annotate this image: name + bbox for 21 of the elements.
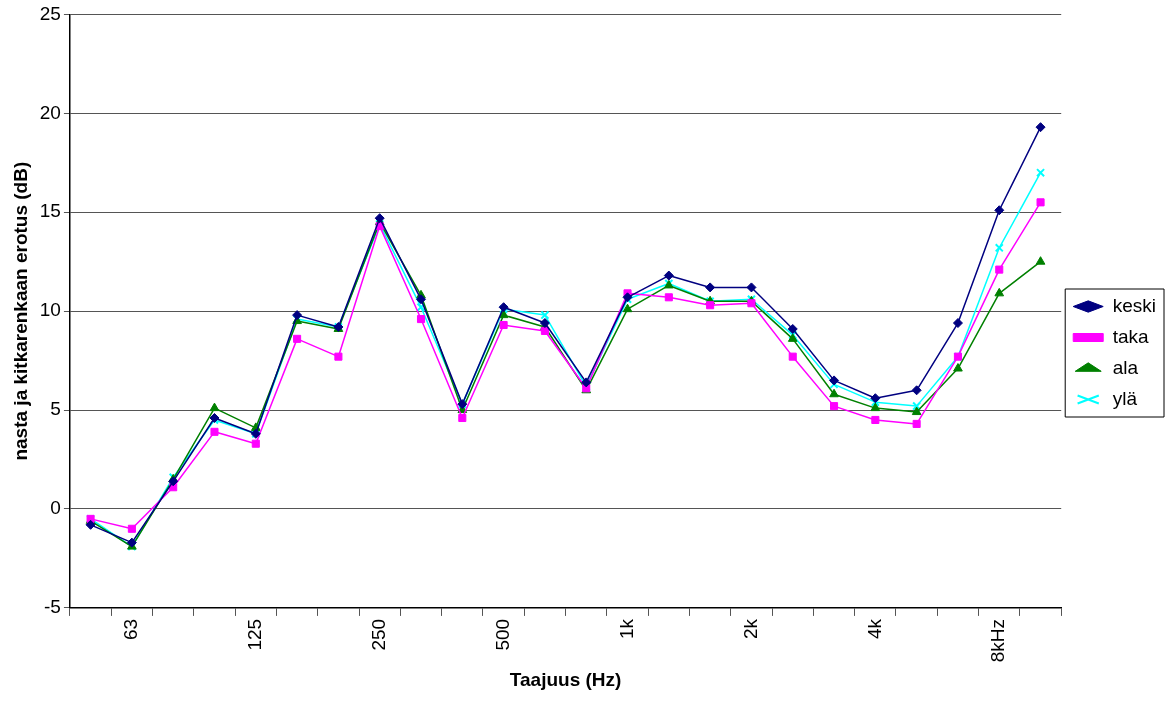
x-axis-title: Taajuus (Hz) bbox=[509, 668, 622, 690]
x-tick-label: 1k bbox=[615, 618, 637, 639]
x-tick-label: 8kHz bbox=[987, 618, 1009, 663]
x-tick-label: 2k bbox=[739, 618, 761, 639]
legend-label: taka bbox=[1112, 325, 1150, 347]
legend-label: ylä bbox=[1112, 387, 1138, 409]
x-tick-label: 63 bbox=[120, 618, 142, 641]
x-tick-label: 500 bbox=[491, 618, 513, 651]
y-tick-label: -5 bbox=[44, 596, 61, 618]
y-tick-label: 20 bbox=[39, 101, 61, 123]
x-tick-label: 4k bbox=[863, 618, 885, 639]
y-tick-label: 10 bbox=[39, 299, 61, 321]
legend-label: keski bbox=[1112, 294, 1157, 316]
legend-label: ala bbox=[1112, 356, 1139, 378]
y-tick-label: 5 bbox=[50, 398, 61, 420]
y-axis-title: nasta ja kitkarenkaan erotus (dB) bbox=[9, 161, 31, 461]
y-tick-label: 15 bbox=[39, 200, 61, 222]
y-tick-label: 0 bbox=[50, 497, 61, 519]
x-tick-label: 125 bbox=[244, 618, 266, 651]
x-tick-label: 250 bbox=[367, 618, 389, 651]
y-tick-label: 25 bbox=[39, 2, 61, 24]
